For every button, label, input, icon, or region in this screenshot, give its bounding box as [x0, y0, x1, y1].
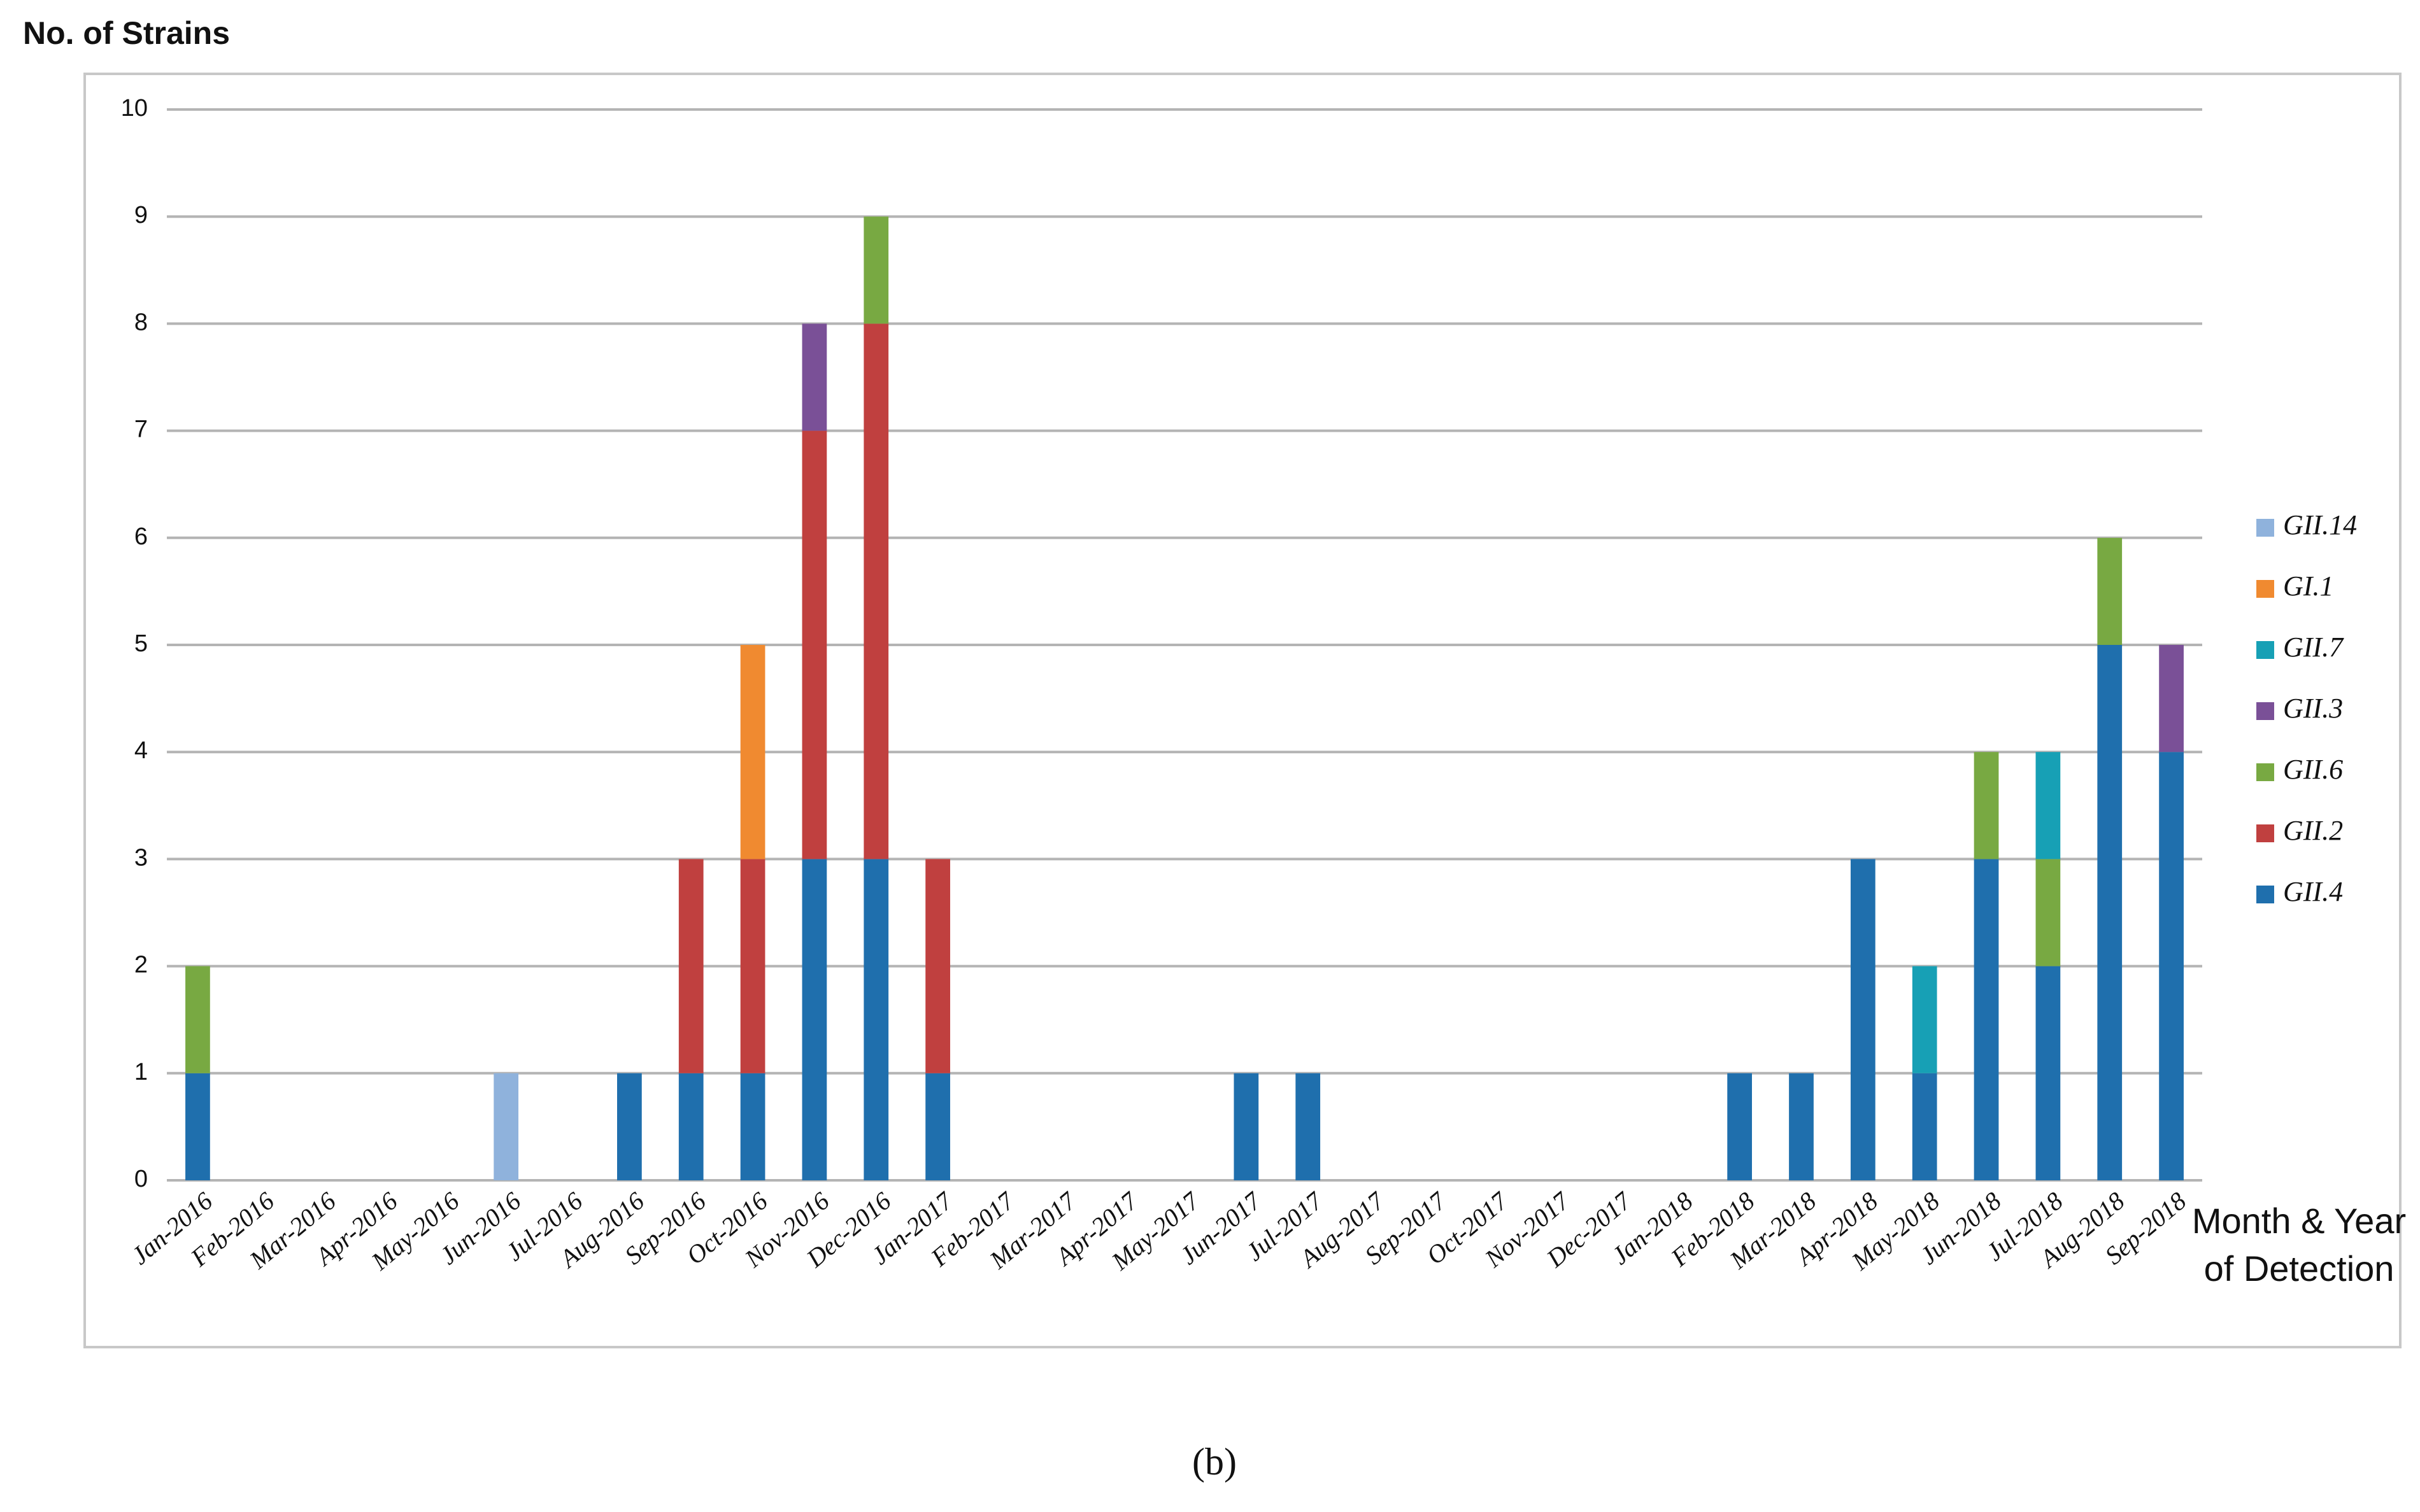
legend-swatch	[2256, 824, 2274, 842]
legend-label: GI.1	[2283, 570, 2333, 602]
y-tick-label: 10	[121, 95, 148, 122]
bar-segment	[802, 859, 827, 1180]
legend-swatch	[2256, 886, 2274, 903]
bar-segment	[185, 966, 210, 1073]
bar-segment	[1912, 1073, 1937, 1180]
legend-swatch	[2256, 519, 2274, 537]
y-tick-label: 3	[134, 844, 148, 871]
legend-label: GII.2	[2283, 815, 2343, 846]
y-axis-title: No. of Strains	[23, 15, 230, 51]
legend-label: GII.14	[2283, 509, 2357, 541]
legend-label: GII.6	[2283, 754, 2343, 785]
y-tick-label: 1	[134, 1059, 148, 1085]
bar-segment	[1912, 966, 1937, 1073]
bar-segment	[864, 216, 889, 324]
bar-segment	[802, 430, 827, 859]
legend-swatch	[2256, 580, 2274, 598]
y-tick-label: 7	[134, 416, 148, 443]
bar-segment	[2035, 752, 2061, 859]
bar-segment	[2097, 537, 2123, 645]
bar-segment	[864, 859, 889, 1180]
y-tick-label: 4	[134, 737, 148, 764]
bar-segment	[2035, 859, 2061, 966]
bar-segment	[1234, 1073, 1259, 1180]
bar-segment	[2035, 966, 2061, 1180]
bar-segment	[185, 1073, 210, 1180]
caption: (b)	[1192, 1441, 1237, 1483]
y-tick-label: 2	[134, 952, 148, 979]
bar-segment	[925, 1073, 950, 1180]
bar-segment	[2159, 645, 2184, 752]
y-tick-label: 5	[134, 630, 148, 657]
legend-label: GII.4	[2283, 876, 2343, 907]
bar-segment	[678, 1073, 704, 1180]
legend-swatch	[2256, 702, 2274, 720]
bar-segment	[678, 859, 704, 1073]
bar-segment	[1727, 1073, 1753, 1180]
y-tick-label: 0	[134, 1166, 148, 1192]
bar-segment	[925, 859, 950, 1073]
y-tick-label: 8	[134, 309, 148, 336]
bar-segment	[1789, 1073, 1814, 1180]
bar-segment	[802, 323, 827, 431]
bar-segment	[1850, 859, 1876, 1180]
bar-segment	[494, 1073, 519, 1180]
x-axis-title: Month & Year of Detection	[2191, 1201, 2407, 1289]
bar-segment	[2159, 752, 2184, 1180]
legend-label: GII.7	[2283, 632, 2344, 663]
y-tick-label: 9	[134, 202, 148, 229]
bar-segment	[2097, 645, 2123, 1180]
bar-segment	[740, 645, 765, 859]
bar-segment	[864, 323, 889, 859]
legend-swatch	[2256, 763, 2274, 781]
x-axis-title-box: Month & Year of Detection	[2191, 1201, 2407, 1289]
y-tick-label: 6	[134, 523, 148, 550]
legend-label: GII.3	[2283, 693, 2343, 724]
bar-segment	[1974, 752, 1999, 859]
chart-border	[83, 73, 2402, 1348]
bar-segment	[616, 1073, 642, 1180]
bar-segment	[740, 859, 765, 1073]
bar-segment	[1295, 1073, 1321, 1180]
legend-swatch	[2256, 641, 2274, 659]
bar-segment	[740, 1073, 765, 1180]
bar-segment	[1974, 859, 1999, 1180]
